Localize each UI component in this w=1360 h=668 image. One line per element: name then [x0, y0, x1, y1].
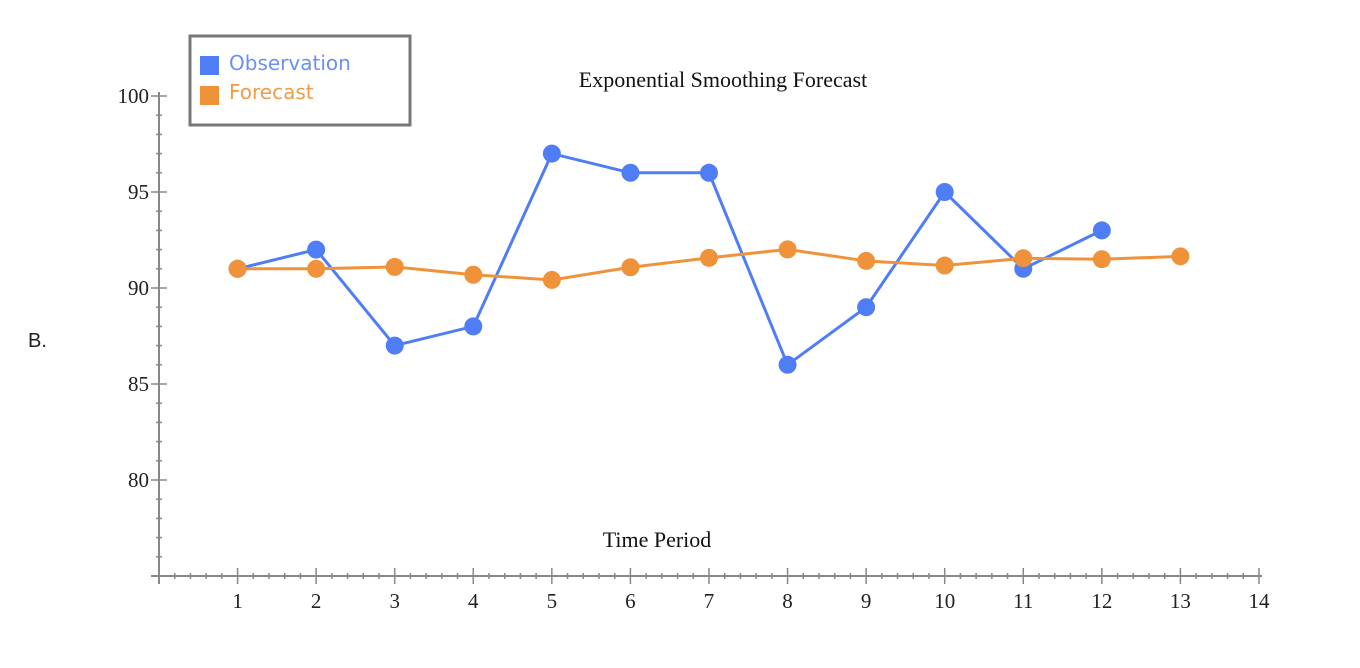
forecast-point [935, 256, 954, 275]
observation-point [464, 317, 483, 336]
observation-point [778, 355, 797, 374]
forecast-point [621, 258, 640, 277]
y-tick-label: 100 [118, 84, 150, 108]
observation-point [621, 163, 640, 182]
forecast-point [699, 248, 718, 267]
observation-line [237, 151, 1103, 368]
x-axis-label: Time Period [603, 527, 712, 552]
forecast-point [228, 259, 247, 278]
y-tick-label: 85 [128, 372, 149, 396]
forecast-point [542, 270, 561, 289]
series-forecast [228, 240, 1190, 289]
x-tick-label: 10 [934, 589, 955, 613]
y-tick-label: 95 [128, 180, 149, 204]
series [228, 144, 1190, 374]
x-tick-label: 8 [782, 589, 793, 613]
forecast-point [1171, 247, 1190, 266]
forecast-point [778, 240, 797, 259]
x-tick-label: 4 [468, 589, 479, 613]
x-tick-label: 6 [625, 589, 636, 613]
forecast-point [307, 259, 326, 278]
y-tick-label: 90 [128, 276, 149, 300]
observation-point [542, 144, 561, 163]
legend-swatch-forecast [200, 86, 219, 105]
observation-point [1092, 221, 1111, 240]
x-tick-label: 3 [389, 589, 400, 613]
x-tick-label: 2 [311, 589, 322, 613]
x-tick-label: 1 [232, 589, 243, 613]
x-tick-label: 9 [861, 589, 872, 613]
x-tick-label: 7 [704, 589, 715, 613]
x-tick-label: 11 [1013, 589, 1033, 613]
x-tick-label: 13 [1170, 589, 1191, 613]
legend-label-observation: Observation [229, 51, 351, 75]
observation-point [857, 298, 876, 317]
legend-box [188, 34, 412, 127]
series-observation [228, 144, 1111, 374]
x-tick-label: 14 [1248, 589, 1270, 613]
question-label: B. [28, 330, 47, 352]
y-tick-label: 80 [128, 468, 149, 492]
chart-title: Exponential Smoothing Forecast [579, 67, 867, 92]
legend-swatch-observation [200, 56, 219, 75]
forecast-point [1092, 250, 1111, 269]
observation-point [307, 240, 326, 259]
forecast-point [1014, 249, 1033, 268]
observation-point [699, 163, 718, 182]
forecast-point [464, 265, 483, 284]
forecast-point [385, 257, 404, 276]
legend-label-forecast: Forecast [229, 80, 314, 104]
x-tick-label: 5 [547, 589, 558, 613]
forecast-point [857, 251, 876, 270]
x-tick-label: 12 [1091, 589, 1112, 613]
legend: Observation Forecast [188, 34, 412, 127]
observation-point [385, 336, 404, 355]
observation-point [935, 183, 954, 201]
